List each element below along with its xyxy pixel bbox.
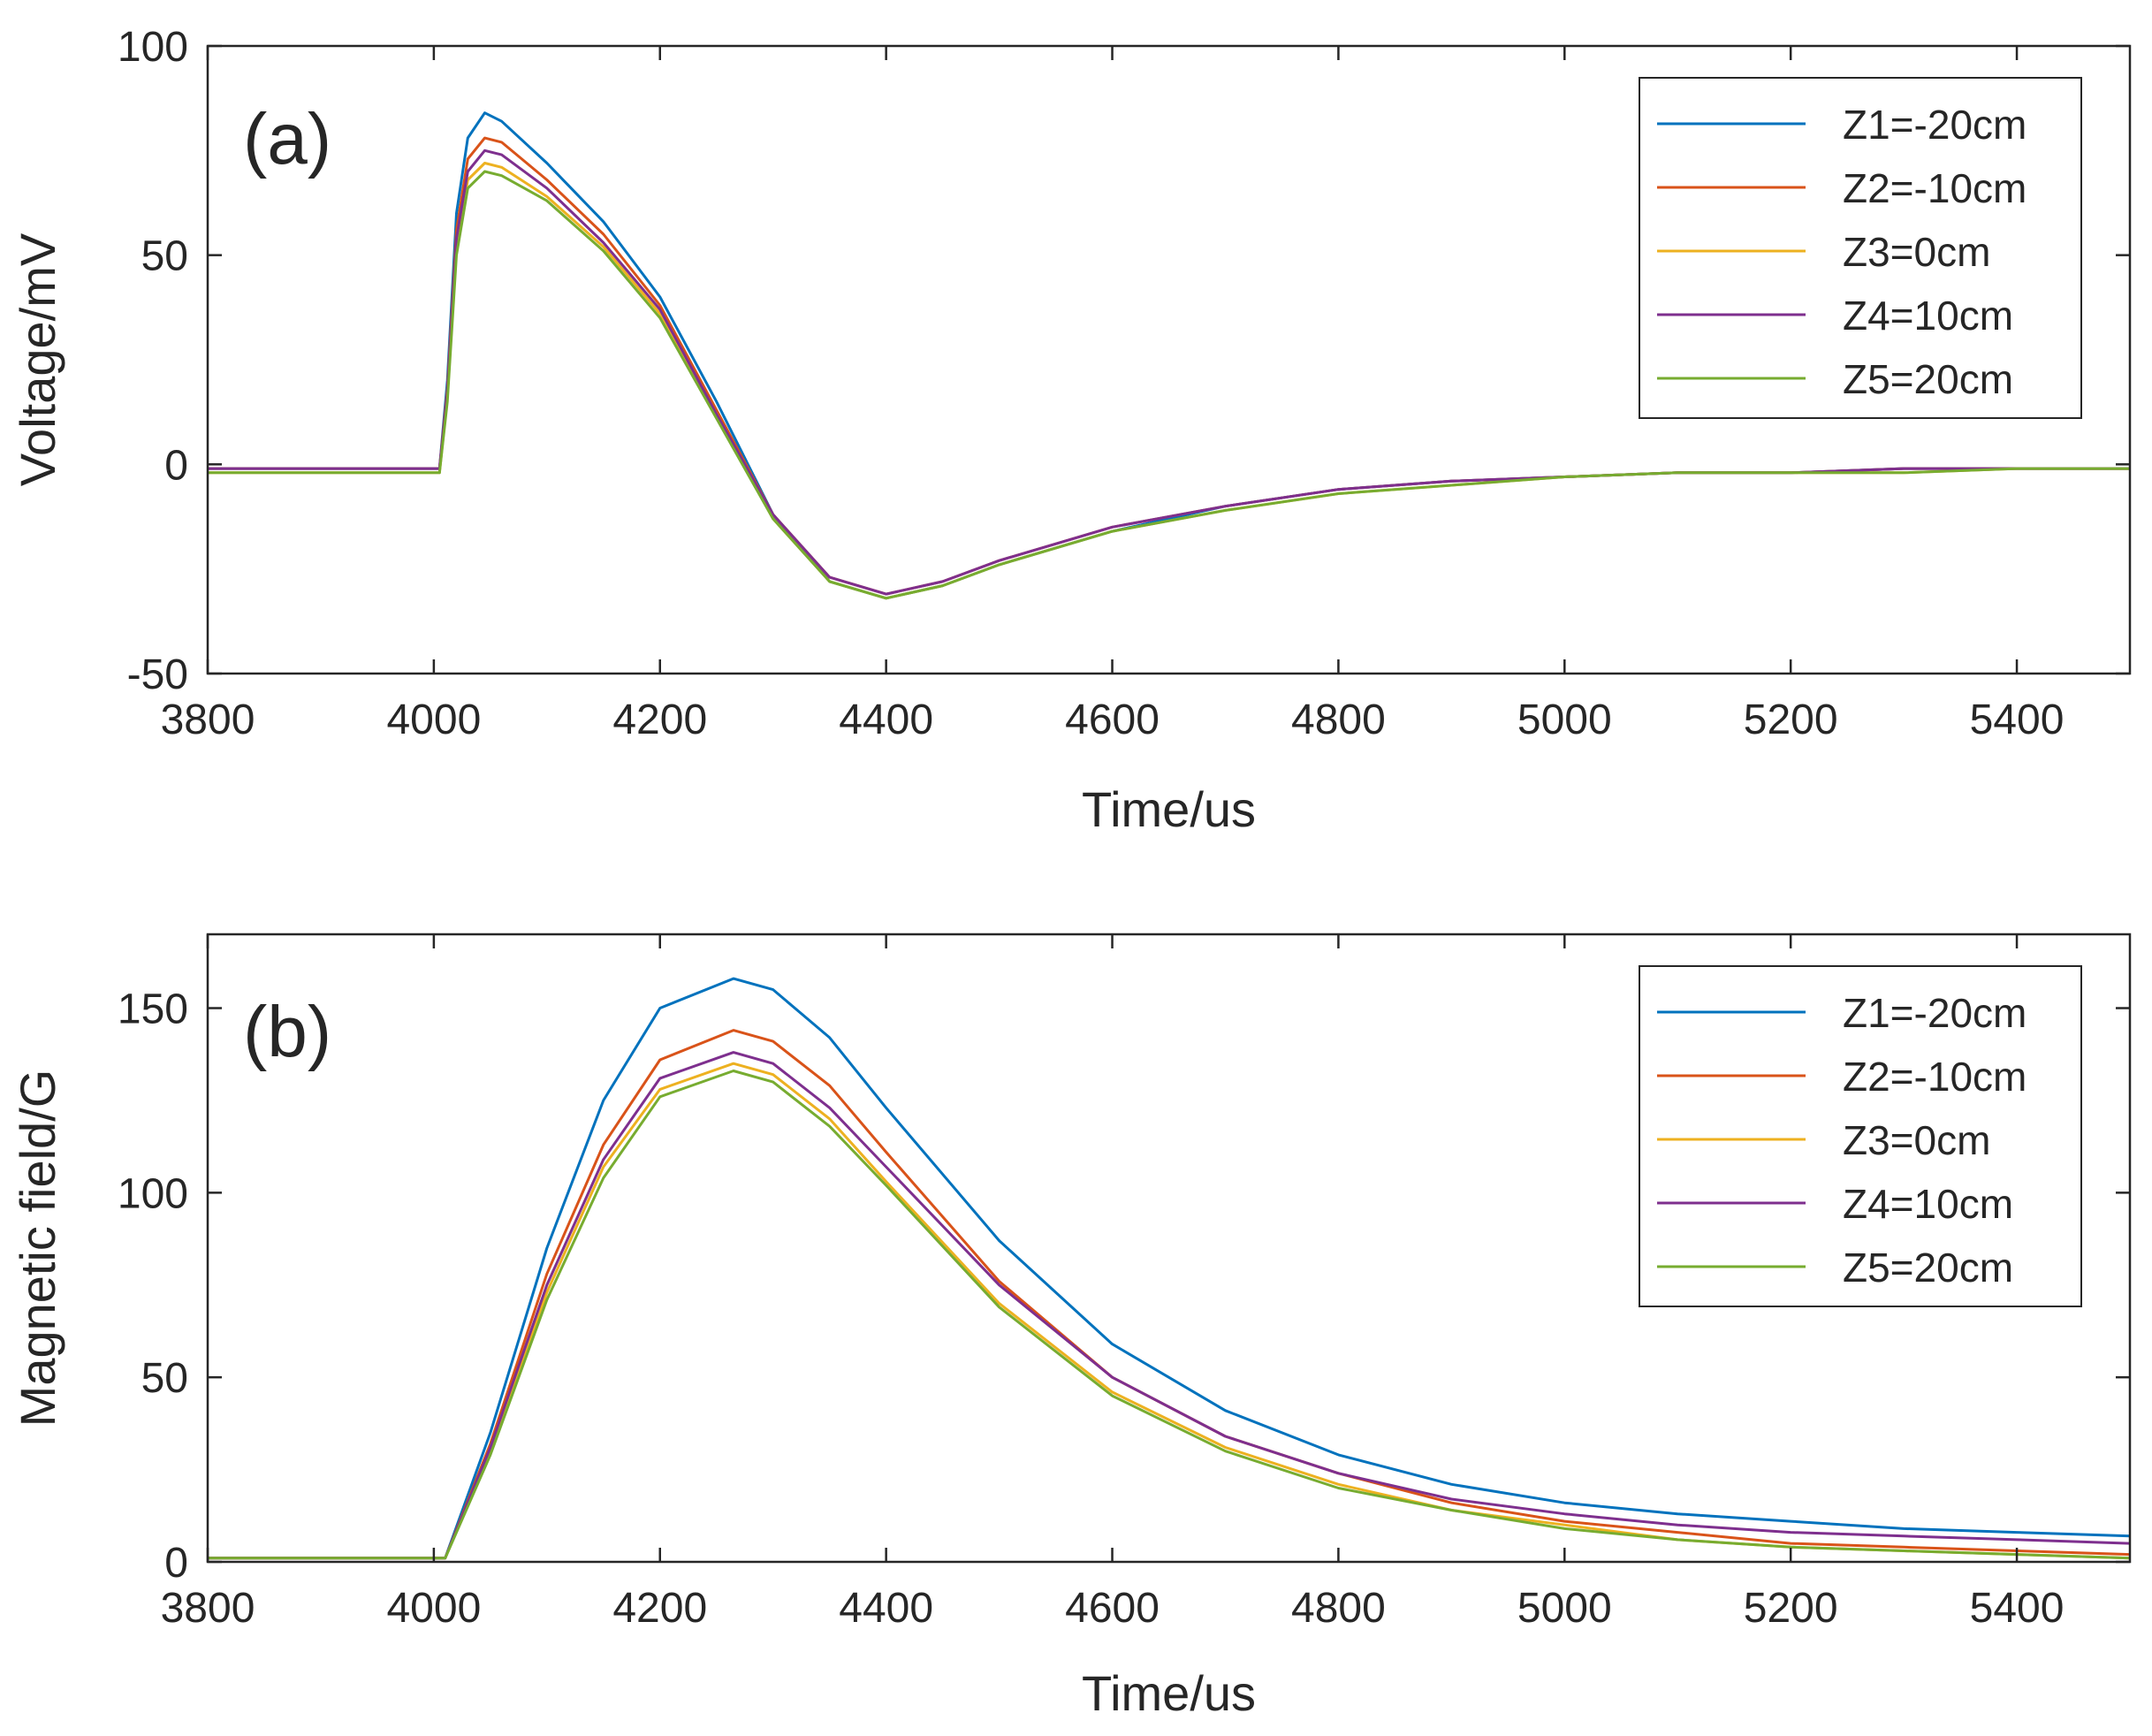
x-tick-label: 4400 [839, 697, 933, 743]
legend-entry-2: Z2=-10cm [1843, 1054, 2027, 1100]
series-line-5 [208, 1070, 2130, 1560]
x-tick-label: 4800 [1291, 697, 1386, 743]
x-tick-label: 4600 [1065, 1585, 1160, 1632]
x-tick-label: 5200 [1744, 1585, 1838, 1632]
legend-box [1639, 965, 2082, 1307]
panel-label: (a) [243, 99, 331, 179]
x-tick-label: 4200 [612, 697, 707, 743]
y-tick-label: 100 [118, 24, 188, 71]
panel-a-voltage-chart: 3800 4000 4200 4400 4600 4800 5000 5200 5400 -50 0… [10, 24, 2132, 837]
x-axis-label: Time/us [1082, 781, 1256, 837]
axes-box [206, 933, 2132, 1564]
x-tick-label: 5200 [1744, 697, 1838, 743]
x-tick-label: 3800 [161, 1585, 255, 1632]
x-tick-label: 5400 [1970, 697, 2065, 743]
x-tick-label: 5000 [1517, 1585, 1612, 1632]
x-tick-label: 4800 [1291, 1585, 1386, 1632]
x-tick-label: 4000 [386, 697, 481, 743]
y-tick-label: -50 [127, 651, 188, 698]
legend: Z1=-20cm Z2=-10cm Z3=0cm Z4=10cm Z5=20cm [1639, 965, 2082, 1307]
y-tick-label: 50 [141, 233, 188, 280]
legend-entry-1: Z1=-20cm [1843, 102, 2027, 148]
legend-entry-2: Z2=-10cm [1843, 165, 2027, 211]
x-axis-label: Time/us [1082, 1665, 1256, 1721]
x-tick-label: 3800 [161, 697, 255, 743]
legend-entry-3: Z3=0cm [1843, 1117, 1990, 1163]
series-group [208, 111, 2130, 600]
legend-entry-3: Z3=0cm [1843, 229, 1990, 275]
y-tick-label: 0 [164, 442, 188, 489]
series-line-1 [208, 977, 2130, 1560]
y-axis-label: Voltage/mV [10, 232, 65, 486]
series-line-4 [208, 1051, 2130, 1560]
y-tick-label: 100 [118, 1170, 188, 1217]
y-tick-label: 50 [141, 1355, 188, 1402]
x-tick-label: 4200 [612, 1585, 707, 1632]
panel-label: (b) [243, 992, 331, 1072]
axes-box [206, 44, 2132, 675]
legend: Z1=-20cm Z2=-10cm Z3=0cm Z4=10cm Z5=20cm [1639, 77, 2082, 419]
series-group [208, 977, 2130, 1560]
legend-entry-4: Z4=10cm [1843, 1181, 2013, 1227]
series-line-2 [208, 1029, 2130, 1560]
x-tick-label: 4000 [386, 1585, 481, 1632]
y-axis-label: Magnetic field/G [10, 1070, 65, 1428]
legend-entry-5: Z5=20cm [1843, 1245, 2013, 1291]
series-line-5 [208, 170, 2130, 600]
panel-b-magnetic-field-chart: 3800 4000 4200 4400 4600 4800 5000 5200 5400 0 50 1… [10, 933, 2132, 1721]
legend-entry-1: Z1=-20cm [1843, 990, 2027, 1036]
x-tick-label: 5000 [1517, 697, 1612, 743]
legend-entry-4: Z4=10cm [1843, 293, 2013, 339]
x-tick-label: 4600 [1065, 697, 1160, 743]
y-tick-label: 0 [164, 1540, 188, 1587]
y-tick-label: 150 [118, 986, 188, 1033]
x-tick-label: 5400 [1970, 1585, 2065, 1632]
x-tick-label: 4400 [839, 1585, 933, 1632]
legend-box [1639, 77, 2082, 419]
legend-entry-5: Z5=20cm [1843, 356, 2013, 402]
